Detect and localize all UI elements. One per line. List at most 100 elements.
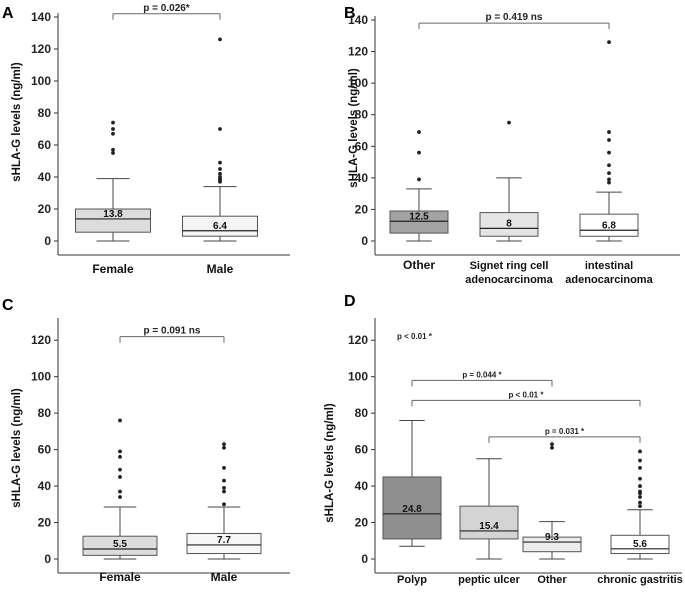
box-iqr xyxy=(522,536,582,553)
outlier-point xyxy=(638,458,642,463)
y-axis-label: sHLA-G levels (ng/ml) xyxy=(348,68,360,188)
y-tick-label: 120 xyxy=(348,333,368,347)
outlier-point xyxy=(218,175,222,179)
box-group: 9.3 xyxy=(522,442,582,560)
y-axis-label: sHLA-G levels (ng/ml) xyxy=(324,403,336,523)
outlier-point xyxy=(607,130,611,134)
y-tick-label: 20 xyxy=(355,202,369,216)
outlier-point xyxy=(638,504,642,509)
x-category-label: adenocarcinoma xyxy=(565,274,653,286)
panel-a: A sHLA-G levels (ng/ml) 0 20 40 60 80 100 120 1… xyxy=(2,3,290,276)
x-category-label: Polyp xyxy=(397,574,427,586)
y-tick-label: 60 xyxy=(355,139,369,153)
x-category-label: peptic ulcer xyxy=(458,574,520,586)
x-category-label: adenocarcinoma xyxy=(465,274,553,286)
outlier-point xyxy=(222,465,226,470)
x-category-label: Female xyxy=(99,570,141,584)
box-group: 8 xyxy=(479,120,539,242)
outlier-point xyxy=(118,489,122,494)
outlier-point xyxy=(638,500,642,505)
y-tick-label: 80 xyxy=(38,406,52,420)
comparison-p-value: p = 0.419 ns xyxy=(486,12,543,23)
x-category-label: Other xyxy=(537,574,567,586)
median-label: 12.5 xyxy=(409,211,429,222)
median-label: 13.8 xyxy=(103,209,123,220)
outlier-point xyxy=(607,180,611,185)
outlier-point xyxy=(222,489,226,494)
box-group: 13.8 xyxy=(75,120,151,242)
y-tick-label: 140 xyxy=(31,10,51,24)
box-iqr xyxy=(459,505,519,540)
outlier-point xyxy=(222,445,226,450)
outlier-point xyxy=(111,151,115,155)
outlier-point xyxy=(607,138,611,142)
box-iqr xyxy=(75,208,151,233)
y-tick-label: 80 xyxy=(355,406,369,420)
panel-label-c: C xyxy=(2,297,14,314)
median-label: 15.4 xyxy=(479,521,499,532)
box-group: 5.5 xyxy=(82,418,158,560)
y-tick-label: 120 xyxy=(348,45,368,59)
y-tick-label: 40 xyxy=(355,171,369,185)
y-tick-label: 60 xyxy=(38,138,52,152)
x-category-label: intestinal xyxy=(585,260,633,272)
outlier-point xyxy=(111,147,115,152)
panel-label-a: A xyxy=(2,5,14,22)
panel-c: C sHLA-G levels (ng/ml) 0 20 40 60 80 100 120 F… xyxy=(2,297,290,584)
comparison-p-value: p = 0.026* xyxy=(143,3,190,14)
median-label: 5.6 xyxy=(633,539,647,550)
plot-area: 0 20 40 60 80 100 120 Female Male 5.5 7.7 p = 0.091… xyxy=(31,318,290,584)
panel-label-b: B xyxy=(344,5,356,22)
x-category-label: chronic gastritis xyxy=(597,574,683,586)
outlier-point xyxy=(118,475,122,479)
y-tick-label: 0 xyxy=(44,552,51,566)
box-iqr xyxy=(479,212,539,237)
outlier-point xyxy=(111,127,115,131)
box-group: 6.4 xyxy=(182,37,258,242)
x-category-label: Male xyxy=(207,262,234,276)
y-tick-label: 40 xyxy=(38,170,52,184)
box-group: 15.4 xyxy=(459,458,519,560)
overall-p-annotation: p < 0.01 * xyxy=(397,332,433,341)
box-group: 7.7 xyxy=(186,442,262,560)
comparison-p-value: p = 0.091 ns xyxy=(144,326,201,337)
x-category-label: Male xyxy=(211,570,238,584)
plot-area: 0 20 40 60 80 100 120 140 Female Male 13.8 6.4 p = 0… xyxy=(31,3,290,276)
y-tick-label: 20 xyxy=(38,516,52,530)
outlier-point xyxy=(417,150,421,155)
y-tick-label: 120 xyxy=(31,42,51,56)
median-label: 6.4 xyxy=(213,221,227,232)
y-tick-label: 80 xyxy=(355,108,369,122)
comparison-p-value: p < 0.01 * xyxy=(509,390,545,399)
comparison-p-value: p = 0.044 * xyxy=(462,370,502,379)
median-label: 5.5 xyxy=(113,539,127,550)
outlier-point xyxy=(111,131,115,136)
comparison-p-value: p = 0.031 * xyxy=(545,427,585,436)
median-label: 24.8 xyxy=(402,504,422,515)
panel-label-d: D xyxy=(344,293,356,310)
y-axis-label: sHLA-G levels (ng/ml) xyxy=(11,388,23,508)
box-iqr xyxy=(389,210,449,234)
panel-d: D sHLA-G levels (ng/ml) p < 0.01 * 0 20 40… xyxy=(324,293,683,586)
outlier-point xyxy=(417,130,421,134)
outlier-point xyxy=(222,478,226,483)
outlier-point xyxy=(111,120,115,125)
outlier-point xyxy=(218,171,222,176)
outlier-point xyxy=(607,150,611,155)
box-group: 6.8 xyxy=(579,40,639,242)
y-tick-label: 20 xyxy=(355,516,369,530)
outlier-point xyxy=(607,40,611,44)
plot-area: 0 20 40 60 80 100 120 Polyp peptic ulcer Other chr… xyxy=(348,318,683,586)
outlier-point xyxy=(222,486,226,490)
y-tick-label: 100 xyxy=(348,370,368,384)
box-iqr xyxy=(382,476,442,540)
outlier-point xyxy=(638,465,642,470)
box-group: 12.5 xyxy=(389,130,449,242)
box-group: 24.8 xyxy=(382,419,442,547)
y-tick-label: 80 xyxy=(38,106,52,120)
outlier-point xyxy=(638,449,642,454)
y-tick-label: 60 xyxy=(355,443,369,457)
outlier-point xyxy=(550,442,554,447)
outlier-point xyxy=(607,171,611,176)
y-tick-label: 40 xyxy=(355,479,369,493)
